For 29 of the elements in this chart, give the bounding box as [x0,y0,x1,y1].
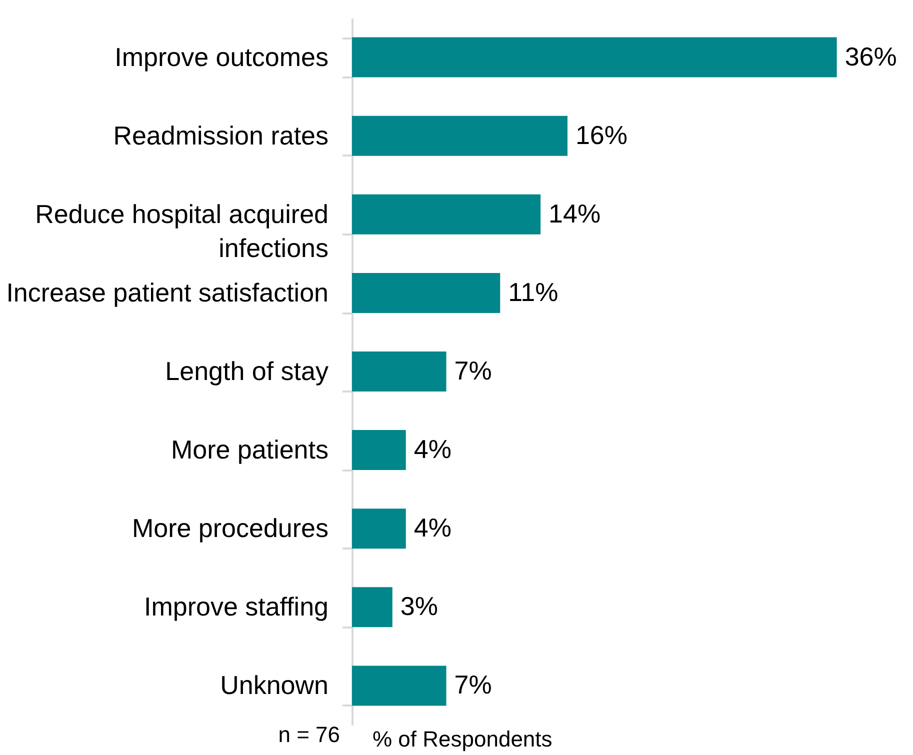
data-label: 4% [414,434,452,464]
bar [352,666,446,706]
data-label: 16% [575,120,628,150]
data-label: 7% [454,670,492,700]
text: n = 76 [278,722,340,747]
data-label: 36% [844,41,897,72]
y-tick-label: Increase patient satisfaction [6,277,328,308]
y-tick-label: Reduce hospital acquired infections [35,198,328,263]
bar [352,37,837,78]
bar [352,352,446,392]
data-label: 3% [400,591,438,622]
data-label: 7% [454,356,492,386]
y-tick-label: Unknown [220,670,328,700]
y-tick-label: More patients [170,434,328,465]
bar [352,508,406,549]
data-label: 14% [548,198,601,228]
y-tick-label: Readmission rates [113,120,328,150]
y-tick-label: More procedures [132,513,328,544]
bar [352,194,541,234]
bar [352,587,392,628]
y-tick-label: Improve staffing [144,592,328,622]
x-axis-title: % of Respondents [372,726,552,752]
bar [352,430,406,470]
data-label: 4% [414,512,452,543]
data-label: 11% [508,276,558,307]
bar [352,116,568,156]
y-tick-label: Improve outcomes [114,42,328,72]
bar [352,272,500,313]
y-tick-label: Length of stay [165,356,328,386]
